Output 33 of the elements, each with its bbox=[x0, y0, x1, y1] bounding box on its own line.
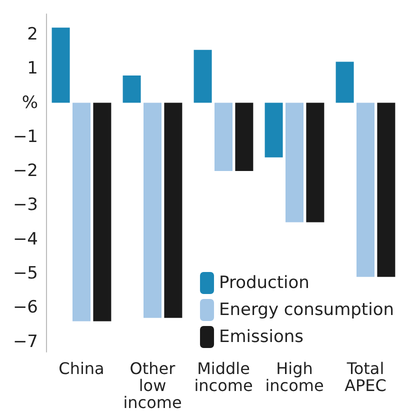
bar bbox=[72, 102, 90, 322]
y-tick-label: % bbox=[22, 92, 38, 113]
y-tick-label: 1 bbox=[27, 58, 38, 79]
bar bbox=[336, 62, 354, 103]
x-tick-label: Middle income bbox=[194, 359, 253, 395]
legend-label: Emissions bbox=[219, 327, 304, 347]
bar bbox=[93, 102, 112, 322]
x-tick-label: Other low income bbox=[123, 359, 182, 412]
bar bbox=[235, 102, 254, 172]
y-tick-label: −5 bbox=[12, 263, 38, 284]
y-tick-label: −7 bbox=[12, 332, 38, 352]
y-tick-label: −4 bbox=[12, 229, 38, 250]
x-tick-label: China bbox=[58, 359, 104, 378]
bar bbox=[164, 102, 182, 318]
bar bbox=[286, 102, 304, 222]
y-tick-label: −2 bbox=[12, 161, 38, 182]
y-tick-label: 2 bbox=[27, 24, 38, 44]
bar bbox=[306, 102, 324, 222]
y-tick-label: −1 bbox=[12, 126, 38, 147]
bar bbox=[194, 50, 212, 103]
legend-label: Production bbox=[219, 273, 310, 293]
bar bbox=[356, 102, 374, 277]
bar bbox=[144, 102, 162, 318]
bar bbox=[377, 102, 396, 277]
x-tick-label: Total APEC bbox=[344, 359, 386, 395]
bar bbox=[214, 102, 232, 172]
bar bbox=[122, 75, 141, 103]
bar bbox=[264, 102, 283, 158]
x-tick-label: High income bbox=[265, 359, 324, 395]
y-tick-label: −3 bbox=[12, 195, 38, 216]
y-tick-label: −6 bbox=[12, 298, 38, 318]
legend-label: Energy consumption bbox=[219, 300, 394, 320]
bar bbox=[52, 28, 70, 103]
